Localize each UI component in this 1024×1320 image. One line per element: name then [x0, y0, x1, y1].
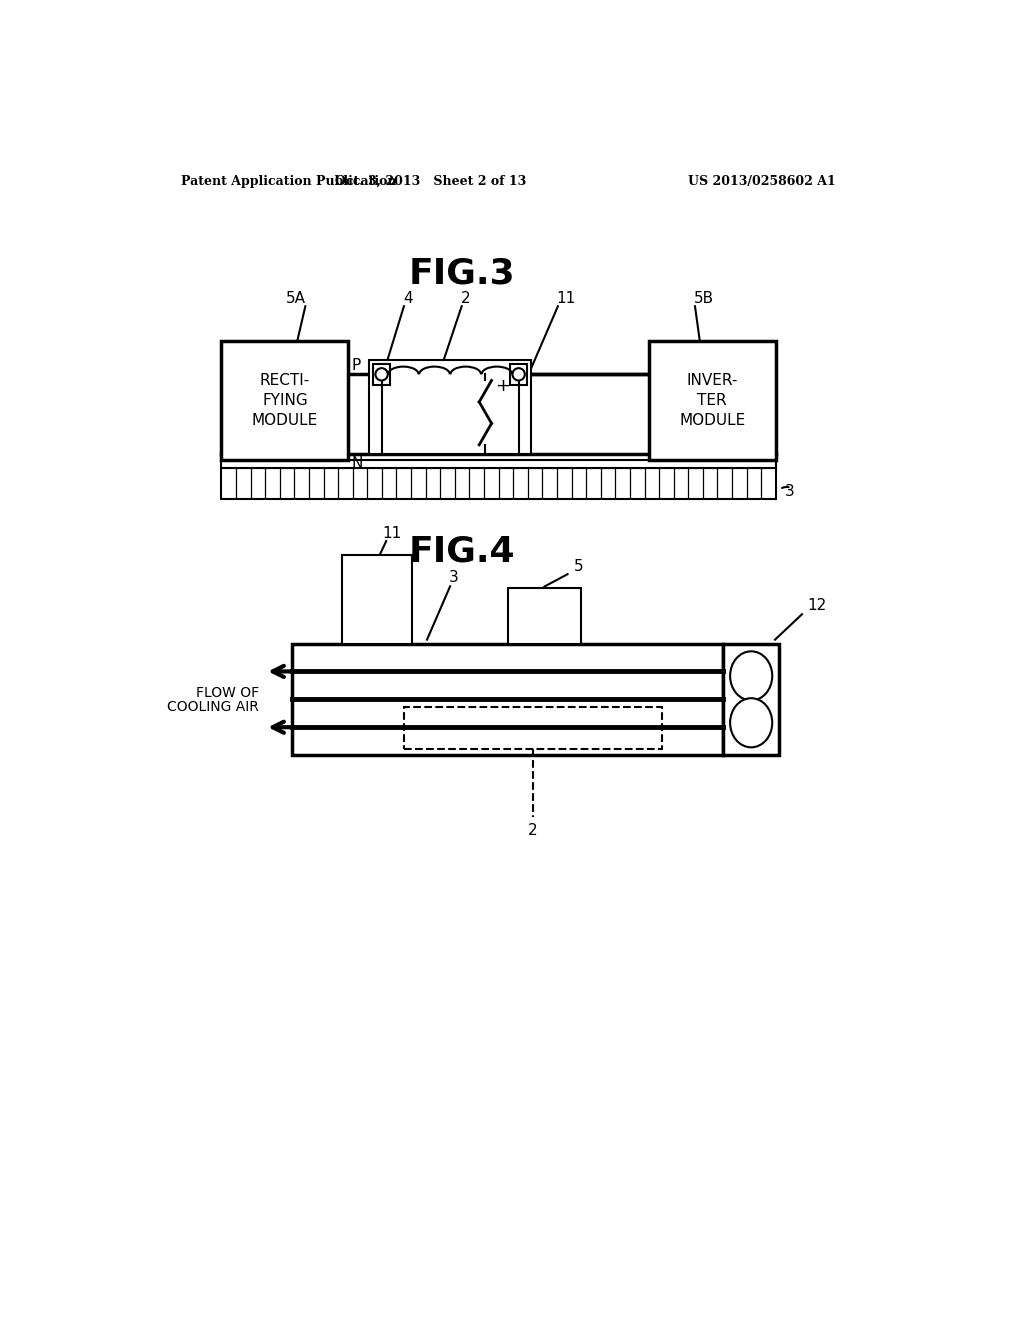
- Text: COOLING AIR: COOLING AIR: [167, 700, 259, 714]
- Text: FLOW OF: FLOW OF: [196, 686, 259, 700]
- Bar: [724, 644, 779, 755]
- Bar: [373, 363, 390, 385]
- Text: 5A: 5A: [286, 290, 306, 306]
- Ellipse shape: [730, 698, 772, 747]
- Text: Oct. 3, 2013   Sheet 2 of 13: Oct. 3, 2013 Sheet 2 of 13: [335, 176, 526, 187]
- Text: 2: 2: [528, 822, 538, 838]
- Bar: [403, 706, 662, 748]
- Text: 3: 3: [450, 570, 459, 585]
- Circle shape: [512, 368, 524, 380]
- Bar: [649, 341, 776, 461]
- Circle shape: [376, 368, 388, 380]
- Bar: [342, 554, 412, 644]
- Text: 4: 4: [403, 290, 413, 306]
- Text: 5: 5: [574, 558, 584, 574]
- Text: RECTI-: RECTI-: [260, 372, 310, 388]
- Bar: [221, 469, 776, 499]
- Ellipse shape: [730, 651, 772, 701]
- Bar: [370, 360, 531, 454]
- Bar: [508, 589, 581, 644]
- Bar: [510, 363, 527, 385]
- Text: FIG.3: FIG.3: [409, 257, 515, 290]
- Text: MODULE: MODULE: [679, 413, 745, 429]
- Text: 11: 11: [383, 525, 402, 541]
- Bar: [221, 341, 348, 461]
- Text: INVER-: INVER-: [687, 372, 738, 388]
- Text: 2: 2: [461, 290, 470, 306]
- Text: Patent Application Publication: Patent Application Publication: [180, 176, 396, 187]
- Text: N: N: [351, 455, 362, 471]
- Text: US 2013/0258602 A1: US 2013/0258602 A1: [688, 176, 836, 187]
- Text: MODULE: MODULE: [252, 413, 318, 429]
- Text: TER: TER: [697, 393, 727, 408]
- Text: 3: 3: [785, 483, 795, 499]
- Text: 12: 12: [808, 598, 827, 612]
- Text: 5B: 5B: [694, 290, 715, 306]
- Text: FYING: FYING: [262, 393, 308, 408]
- Text: FIG.4: FIG.4: [409, 535, 515, 568]
- Text: +: +: [496, 376, 510, 395]
- Bar: [221, 461, 776, 469]
- Text: P: P: [351, 358, 360, 372]
- Text: 11: 11: [556, 290, 575, 306]
- Bar: [292, 644, 724, 755]
